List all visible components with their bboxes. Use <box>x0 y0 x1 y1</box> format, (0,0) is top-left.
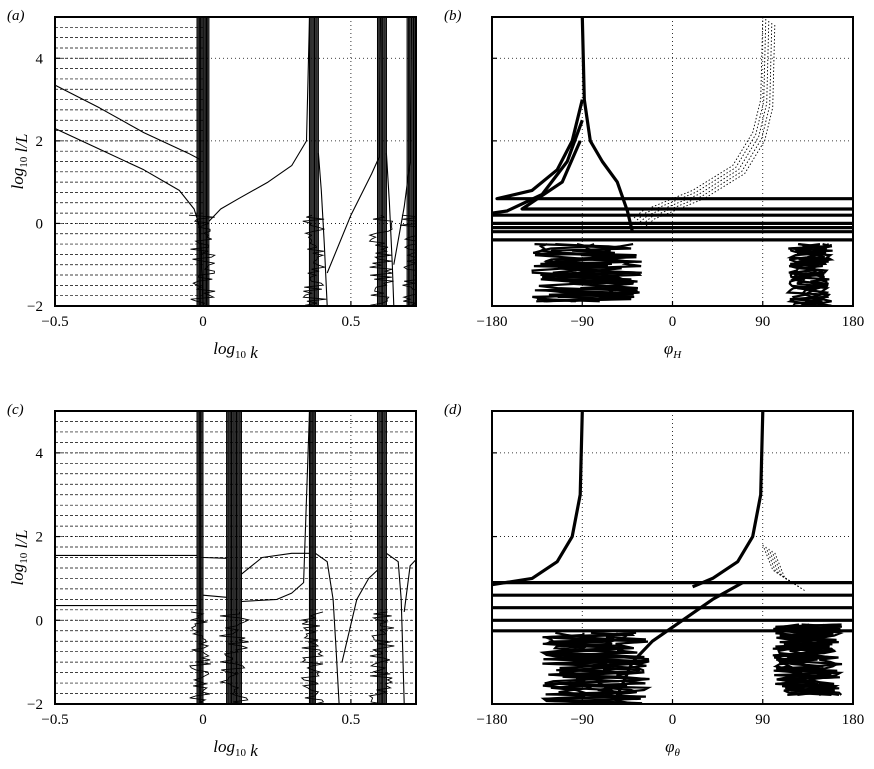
dotted-series-0 <box>774 552 806 591</box>
noise-band-0 <box>542 631 649 704</box>
plot-area <box>55 17 416 306</box>
x-tick-label: 0 <box>669 712 677 728</box>
y-axis-label: log10 l/L <box>8 134 31 190</box>
x-axis-label: log10 k <box>213 339 258 362</box>
series-2 <box>202 556 227 559</box>
series-5 <box>385 153 395 306</box>
noise-band-0 <box>539 632 650 704</box>
dotted-series-0 <box>635 18 767 222</box>
series-8 <box>386 552 405 704</box>
y-axis-label: log10 l/L <box>8 530 31 586</box>
noise-band-1 <box>786 243 831 306</box>
band-noise-1 <box>302 214 327 306</box>
dotted-series-0 <box>638 20 770 224</box>
y-tick-label: −2 <box>27 299 43 315</box>
y-axis-label-group: log10 l/L <box>8 530 31 586</box>
series-3 <box>241 552 310 575</box>
dotted-series-0 <box>644 24 776 228</box>
x-tick-label: 0 <box>669 314 677 330</box>
series-4 <box>202 594 227 598</box>
series-5 <box>241 411 311 603</box>
series-6 <box>393 17 413 265</box>
x-tick-label: 0.5 <box>342 712 361 728</box>
panel-d: −180 −90 0 90 180 φθ (d) <box>444 402 864 759</box>
x-tick-label: −180 <box>477 712 508 728</box>
x-tick-label: 0.5 <box>342 314 361 330</box>
panel-letter: (a) <box>7 8 25 24</box>
y-axis-label-group: log10 l/L <box>8 134 31 190</box>
x-tick-label: 90 <box>755 712 770 728</box>
x-axis-label: log10 k <box>213 737 258 760</box>
x-tick-label: −90 <box>571 314 594 330</box>
x-tick-label: 0 <box>199 712 207 728</box>
band-noise-2 <box>300 611 325 704</box>
band-noise-0 <box>189 611 211 704</box>
x-tick-label: −0.5 <box>41 712 68 728</box>
series-4 <box>326 17 382 274</box>
y-tick-label: −2 <box>27 697 43 713</box>
plot-area <box>55 411 416 704</box>
series-2 <box>208 17 311 222</box>
series-3 <box>317 153 328 306</box>
x-tick-label: −90 <box>571 712 594 728</box>
noise-band-1 <box>772 623 843 696</box>
y-tick-label: 4 <box>36 446 44 462</box>
panel-letter: (b) <box>444 8 462 24</box>
series-6 <box>315 552 340 704</box>
series-0 <box>580 17 634 233</box>
axes-frame <box>54 410 417 705</box>
y-tick-label: 0 <box>36 613 44 629</box>
plot-area <box>492 17 853 306</box>
series-7 <box>615 581 744 697</box>
dotted-series-0 <box>641 22 773 226</box>
noise-band-0 <box>533 243 638 303</box>
panel-b: −180 −90 0 90 180 φH (b) <box>444 8 864 361</box>
band-noise-1 <box>219 611 251 704</box>
y-tick-label: 4 <box>36 51 44 67</box>
x-tick-label: 180 <box>842 712 865 728</box>
series-0 <box>55 84 201 160</box>
series-7 <box>341 569 378 663</box>
y-tick-label: 2 <box>36 134 44 150</box>
x-tick-label: −0.5 <box>41 314 68 330</box>
band-noise-3 <box>368 611 395 704</box>
x-tick-label: −180 <box>477 314 508 330</box>
x-tick-label: 0 <box>199 314 207 330</box>
axes-frame <box>54 16 417 307</box>
series-0 <box>492 411 584 587</box>
series-3 <box>520 140 853 211</box>
series-1 <box>495 99 853 201</box>
panel-a: −0.5 0 0.5 −2 0 2 4 log10 k log10 l/L (a) <box>7 8 417 362</box>
x-axis-label: φH <box>664 339 682 361</box>
panel-letter: (c) <box>7 402 24 418</box>
series-9 <box>403 559 416 612</box>
x-axis-label: φθ <box>665 737 680 759</box>
series-1 <box>55 128 204 306</box>
x-tick-label: 90 <box>755 314 770 330</box>
band-noise-0 <box>188 214 216 306</box>
series-1 <box>691 411 765 589</box>
y-tick-label: 0 <box>36 216 44 232</box>
x-tick-label: 180 <box>842 314 865 330</box>
y-tick-label: 2 <box>36 530 44 546</box>
panel-letter: (d) <box>444 402 462 418</box>
dotted-series-0 <box>632 17 764 220</box>
panel-c: −0.5 0 0.5 −2 0 2 4 log10 k log10 l/L (c) <box>7 402 417 760</box>
plot-area <box>492 411 853 704</box>
